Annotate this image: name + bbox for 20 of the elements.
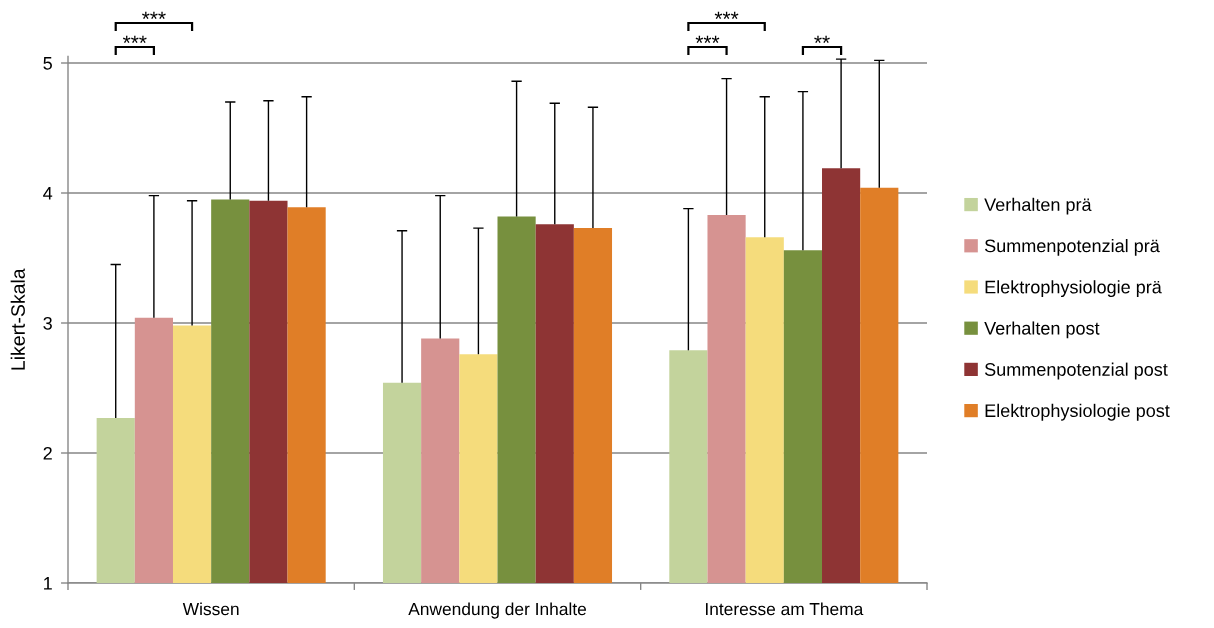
text: *** bbox=[122, 35, 147, 43]
y-tick-label: 1 bbox=[44, 577, 52, 590]
y-tick-label: 4 bbox=[43, 187, 53, 200]
legend-label: Summenpotenzial post bbox=[984, 362, 1168, 380]
x-tick-label: Anwendung der Inhalte bbox=[408, 602, 587, 619]
legend-label: Elektrophysiologie post bbox=[985, 403, 1170, 421]
text: *** bbox=[142, 11, 166, 19]
y-axis-title: Likert-Skala bbox=[10, 268, 25, 370]
legend-label: Elektrophysiologie prä bbox=[985, 280, 1162, 298]
y-tick-label: 5 bbox=[43, 57, 52, 70]
y-tick-label: 3 bbox=[43, 316, 52, 330]
text: *** bbox=[714, 11, 739, 19]
legend-label: Verhalten post bbox=[984, 321, 1100, 339]
text: ** bbox=[814, 35, 830, 43]
text: *** bbox=[695, 35, 720, 43]
x-tick-label: Wissen bbox=[182, 602, 239, 616]
x-tick-label: Interesse am Thema bbox=[705, 602, 864, 616]
legend-label: Summenpotenzial prä bbox=[984, 239, 1160, 256]
legend-label: Verhalten prä bbox=[984, 197, 1092, 215]
y-tick-label: 2 bbox=[43, 446, 52, 460]
